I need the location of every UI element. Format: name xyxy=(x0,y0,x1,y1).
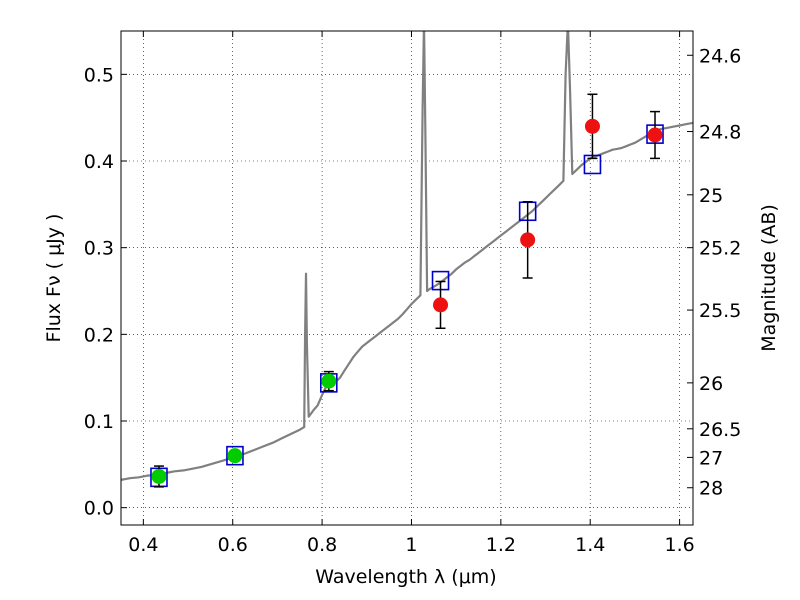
x-tick-label: 1.6 xyxy=(664,534,694,556)
plot-frame xyxy=(120,30,694,526)
x-tick-label: 0.8 xyxy=(307,534,337,556)
y-axis-label: Flux Fν ( μJy ) xyxy=(43,214,65,343)
magnitude-tick-label: 26.5 xyxy=(699,419,741,441)
observed-flux-marker xyxy=(227,448,243,464)
x-tick-label: 0.6 xyxy=(218,534,248,556)
magnitude-tick-label: 28 xyxy=(699,478,723,500)
plot-area xyxy=(121,31,693,488)
y-tick-label: 0.5 xyxy=(84,64,114,86)
x-tick-label: 1.4 xyxy=(575,534,605,556)
magnitude-tick-label: 25.2 xyxy=(699,238,741,260)
axes: 0.4 0.6 0.8 1 1.2 1.4 1.6 0.0 0.1 0.2 0.3 0.4 0.5 24.… xyxy=(84,31,741,556)
observed-flux-marker xyxy=(520,232,536,248)
observed-flux-marker xyxy=(321,373,337,389)
grid xyxy=(121,31,693,525)
observed-flux-marker xyxy=(584,118,600,134)
magnitude-tick-label: 25 xyxy=(699,185,723,207)
observed-flux-marker xyxy=(151,468,167,484)
magnitude-tick-label: 27 xyxy=(699,447,723,469)
y2-axis-label: Magnitude (AB) xyxy=(758,204,780,352)
y-tick-label: 0.0 xyxy=(84,498,114,520)
model-square-marker xyxy=(226,445,244,466)
observed-flux-marker xyxy=(433,297,449,313)
x-tick-label: 1.2 xyxy=(486,534,516,556)
x-tick-label: 1 xyxy=(405,534,417,556)
y-tick-label: 0.3 xyxy=(84,238,114,260)
magnitude-tick-label: 26 xyxy=(699,373,723,395)
y-tick-label: 0.2 xyxy=(84,324,114,346)
magnitude-tick-label: 24.8 xyxy=(699,122,741,144)
y-tick-label: 0.4 xyxy=(84,151,114,173)
y-tick-label: 0.1 xyxy=(84,411,114,433)
spectrum-line xyxy=(121,31,693,481)
x-axis-label: Wavelength λ (μm) xyxy=(315,566,496,588)
magnitude-tick-label: 24.6 xyxy=(699,45,741,67)
magnitude-tick-label: 25.5 xyxy=(699,300,741,322)
x-tick-label: 0.4 xyxy=(128,534,158,556)
observed-flux-marker xyxy=(647,127,663,143)
